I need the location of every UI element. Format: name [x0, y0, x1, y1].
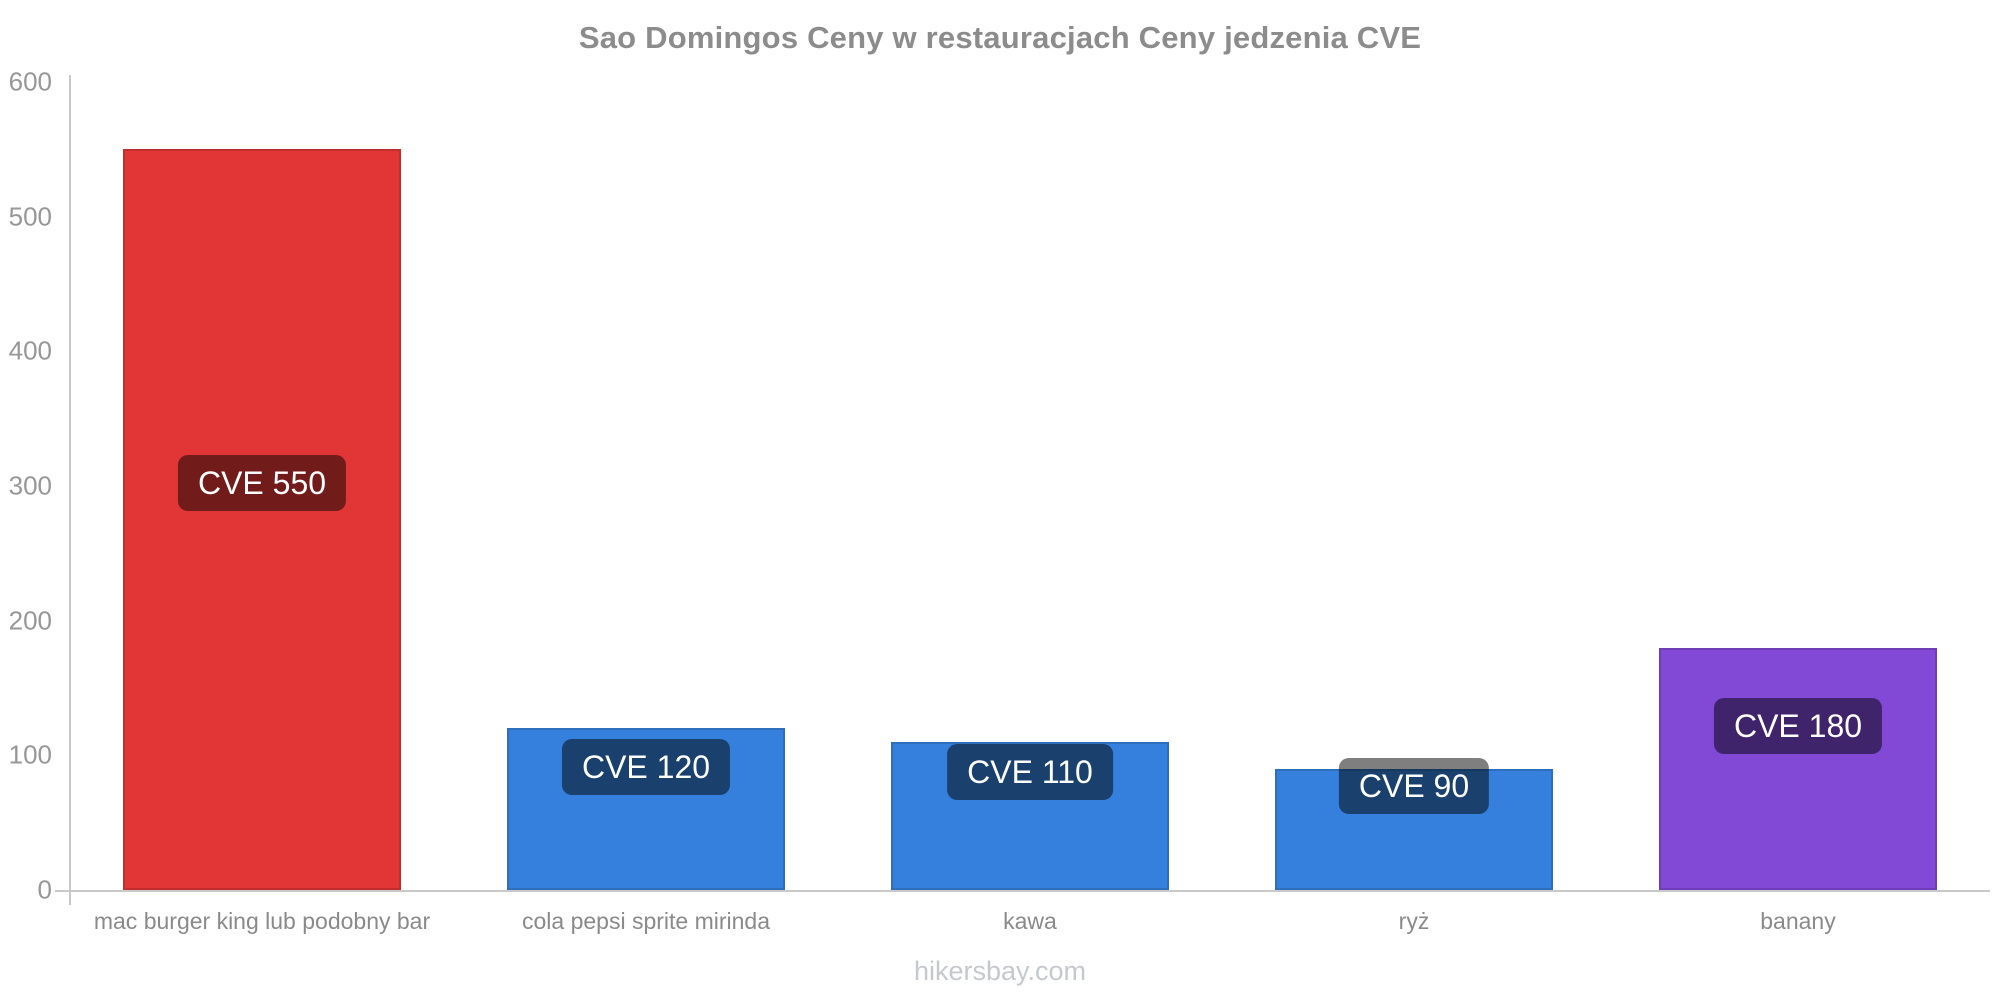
y-tick-label: 100: [8, 739, 52, 770]
y-tick-label: 0: [37, 874, 52, 905]
bar-value-label: CVE 120: [561, 739, 731, 795]
chart-title: Sao Domingos Ceny w restauracjach Ceny j…: [578, 20, 1422, 55]
bar-5: CVE 180: [1659, 648, 1937, 890]
y-tick-label: 500: [8, 201, 52, 232]
category-label: mac burger king lub podobny bar: [93, 908, 431, 934]
bar-value-label: CVE 90: [1338, 758, 1490, 814]
bar-value-label: CVE 110: [947, 744, 1113, 800]
category-label: kawa: [1003, 908, 1057, 934]
x-axis-line: [55, 890, 1990, 892]
category-label: cola pepsi sprite mirinda: [521, 908, 770, 934]
bar-value-label: CVE 180: [1713, 698, 1883, 754]
watermark: hikersbay.com: [913, 956, 1087, 986]
bar-3: CVE 110: [891, 742, 1169, 890]
y-axis-line: [69, 75, 71, 905]
y-tick-label: 400: [8, 335, 52, 366]
bar-4: CVE 90: [1275, 758, 1553, 890]
bar-2: CVE 120: [507, 728, 785, 890]
category-label: banany: [1760, 908, 1836, 934]
y-tick-label: 300: [8, 470, 52, 501]
y-tick-label: 600: [8, 66, 52, 97]
bar-value-label: CVE 550: [177, 455, 347, 511]
y-tick-label: 200: [8, 605, 52, 636]
category-label: ryż: [1398, 908, 1430, 934]
bar-1: CVE 550: [123, 149, 401, 890]
